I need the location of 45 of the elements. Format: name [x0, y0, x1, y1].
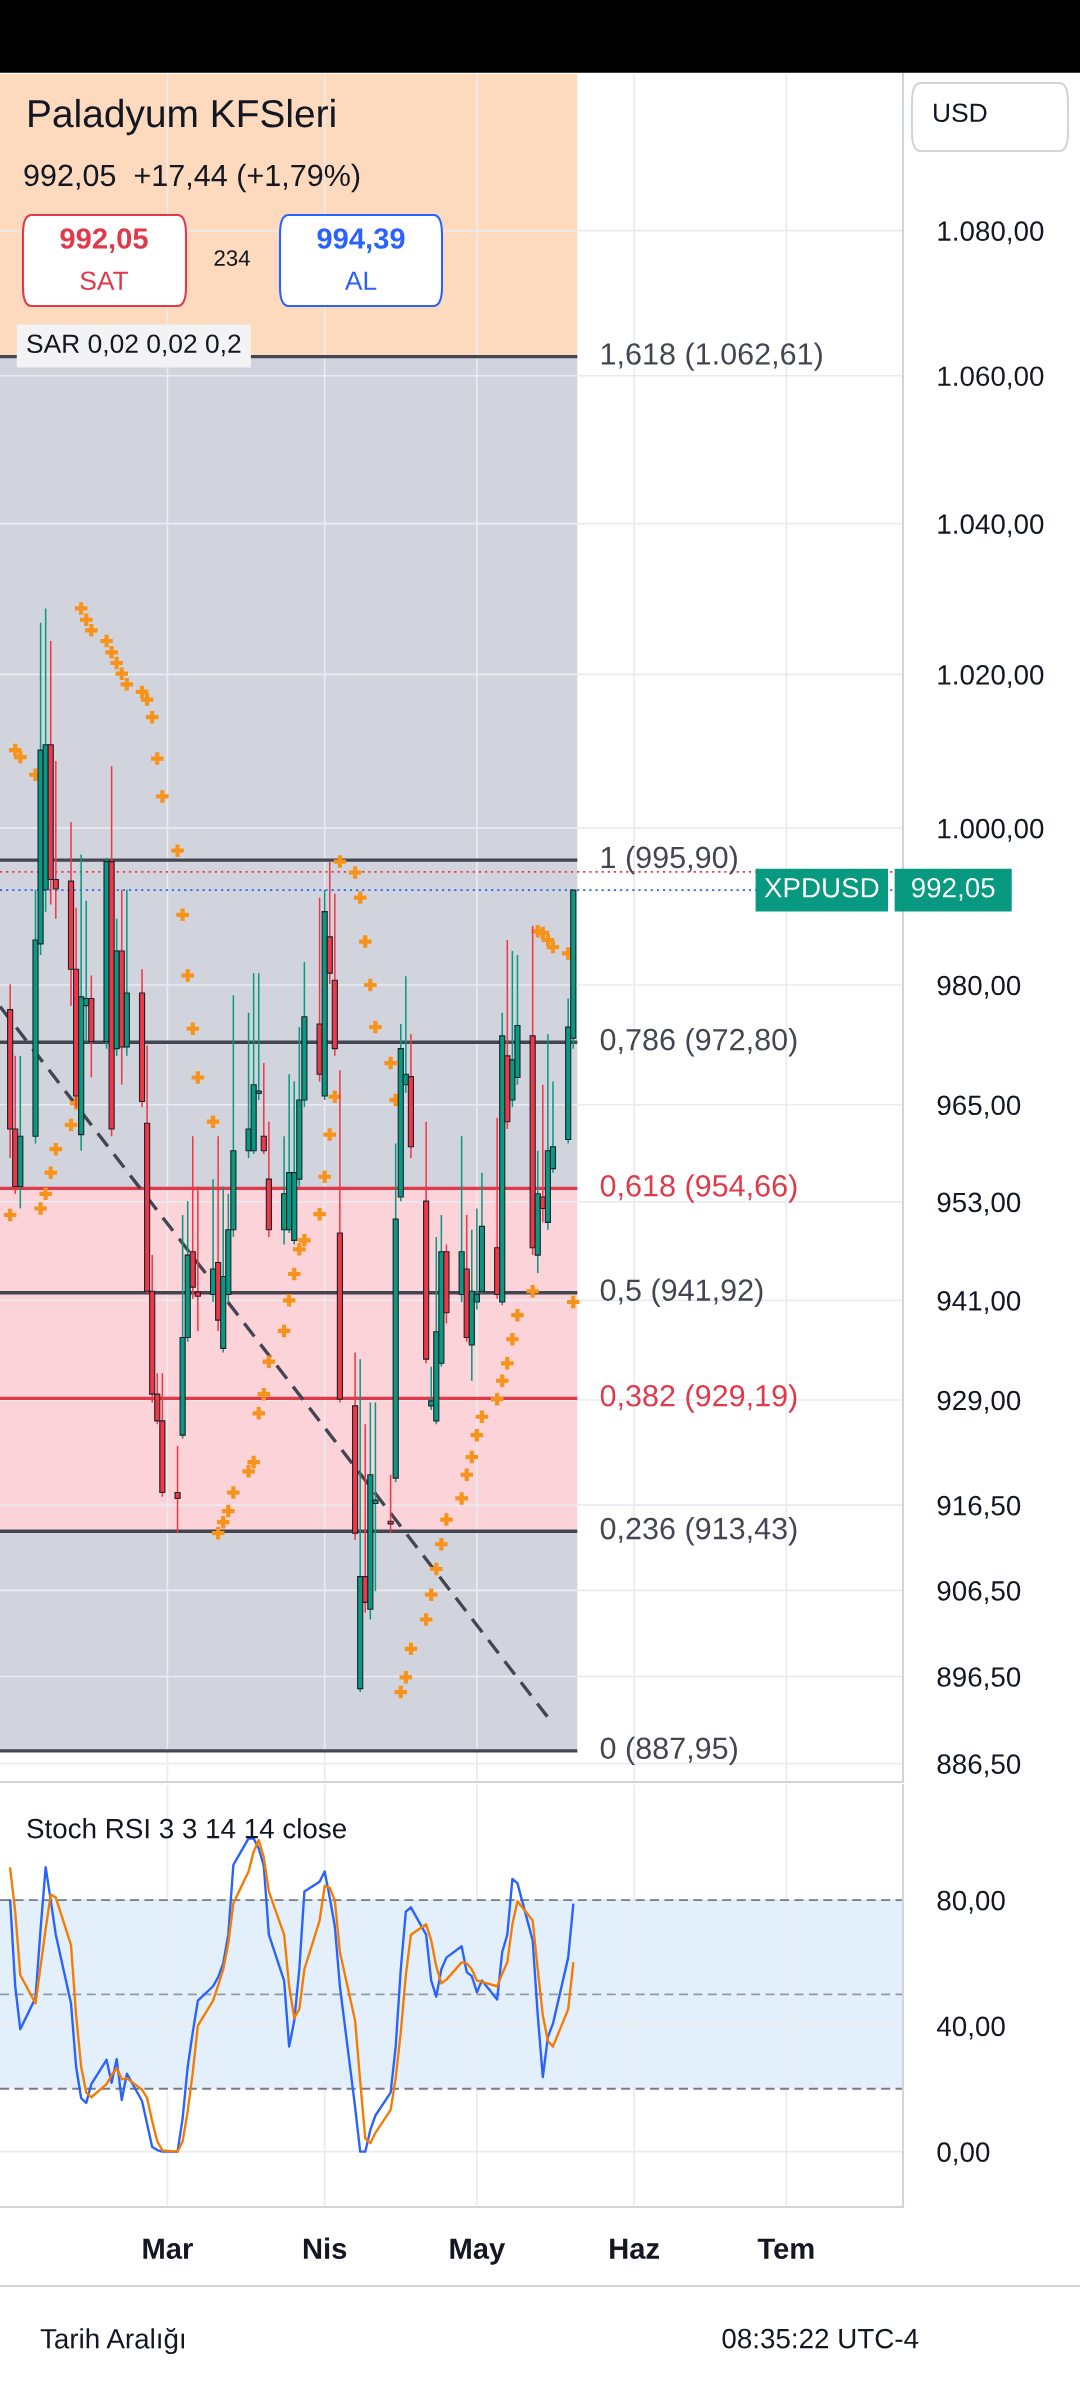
y-tick-label: 1.040,00	[938, 514, 1044, 538]
y-tick-label: 40,00	[936, 2016, 1005, 2040]
text: 08:35:22 UTC-4	[722, 2328, 919, 2349]
annotation: AL	[344, 271, 377, 290]
y-tick-label: 965,00	[937, 1095, 1021, 1119]
annotation: 992,05	[60, 228, 148, 254]
y-tick-label: 896,50	[937, 1667, 1021, 1691]
text: 992,05 +17,44 (+1,79%)	[24, 163, 360, 193]
y-tick-label: 0,00	[937, 2142, 990, 2166]
ref-line-label: 1,618 (1.062,61)	[601, 342, 822, 371]
text: Stoch RSI 3 3 14 14 close	[27, 1818, 346, 1839]
y-tick-label: 953,00	[937, 1192, 1021, 1216]
x-tick-label: Haz	[610, 2238, 660, 2259]
ref-line-label: 0 (887,95)	[600, 1736, 737, 1766]
y-tick-label: 1.000,00	[938, 818, 1044, 842]
text: Tarih Aralığı	[40, 2327, 185, 2355]
annotation: SAT	[80, 271, 129, 291]
y-tick-label: 916,50	[937, 1495, 1021, 1519]
x-tick-label: Tem	[757, 2238, 814, 2259]
ref-line-label: 0,5 (941,92)	[600, 1278, 763, 1307]
y-tick-label: 929,00	[937, 1390, 1021, 1414]
ref-line-label: 992,05	[912, 877, 995, 901]
y-tick-label: 941,00	[937, 1291, 1021, 1314]
annotation: 234	[214, 250, 250, 266]
annotation: XPDUSD	[764, 877, 879, 898]
y-tick-label: 80,00	[937, 1890, 1005, 1914]
annotation: SAR 0,02 0,02 0,2	[27, 334, 241, 357]
x-tick-label: May	[450, 2238, 506, 2265]
annotation: 994,39	[317, 228, 405, 254]
y-tick-label: 886,50	[937, 1754, 1021, 1778]
y-tick-label: 1.080,00	[938, 221, 1044, 245]
ref-line-label: 0,618 (954,66)	[600, 1174, 797, 1203]
text: Paladyum KFSleri	[29, 98, 335, 136]
x-tick-label: Mar	[143, 2238, 193, 2259]
ref-line-label: 0,382 (929,19)	[600, 1384, 797, 1413]
ref-line-label: 0,236 (913,43)	[600, 1516, 797, 1546]
x-tick-label: Nis	[303, 2237, 347, 2259]
text: USD	[934, 103, 987, 123]
candlestick	[387, 1473, 394, 1534]
y-tick-label: 1.060,00	[938, 366, 1044, 390]
y-tick-label: 980,00	[937, 975, 1021, 999]
ref-line-label: 0,786 (972,80)	[600, 1028, 797, 1057]
ref-line-label: 1 (995,90)	[601, 845, 737, 875]
y-tick-label: 1.020,00	[938, 665, 1044, 689]
y-tick-label: 906,50	[937, 1581, 1021, 1604]
